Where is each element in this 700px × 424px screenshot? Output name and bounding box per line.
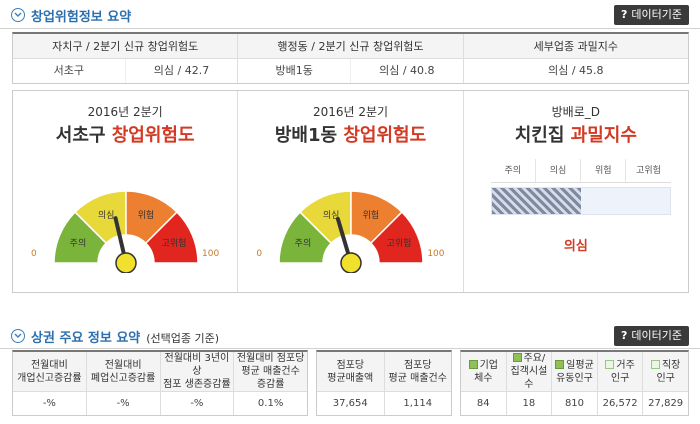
summary-header: 자치구 / 2분기 신규 창업위험도	[13, 34, 239, 58]
table-header: 전월대비 개업신고증감률	[13, 352, 86, 392]
section-title: 창업위험정보 요약	[31, 10, 132, 25]
gauge-level-label: 위험	[138, 210, 155, 221]
density-level-label: 의심	[536, 159, 582, 182]
section-market-summary-header: 상권 주요 정보 요약 (선택업종 기준) ? 데이터기준	[0, 323, 700, 351]
change-rate-table: 전월대비 개업신고증감률 -% 전월대비 폐업신고증감률 -% 전월대비 3년이상 점…	[12, 350, 308, 416]
gauge-segment	[144, 211, 199, 264]
summary-district-name: 서초구	[13, 59, 126, 83]
gauge-level-label: 의심	[98, 210, 115, 221]
table-cell: -%	[190, 398, 204, 409]
divider	[0, 348, 700, 349]
gauge-level-label: 고위험	[162, 238, 187, 249]
risk-summary-table: 자치구 / 2분기 신규 창업위험도 행정동 / 2분기 신규 창업위험도 세부…	[12, 32, 689, 84]
gauge-level-label: 의심	[323, 210, 340, 221]
summary-dong-value: 의심 / 40.8	[379, 64, 435, 77]
sales-table: 점포당 평균매출액 37,654 점포당 평균 매출건수 1,114	[316, 350, 452, 416]
summary-header: 행정동 / 2분기 신규 창업위험도	[238, 34, 464, 58]
section-title: 상권 주요 정보 요약 (선택업종 기준)	[31, 331, 220, 346]
summary-district-value: 의심 / 42.7	[153, 64, 210, 77]
gauge-min-label: 0	[31, 249, 37, 259]
density-bar-track	[490, 187, 671, 215]
gauge-title: 서초구 창업위험도	[55, 125, 195, 146]
table-cell: 27,829	[648, 398, 684, 409]
table-cell: -%	[42, 398, 56, 409]
summary-density-value: 의심 / 45.8	[548, 64, 604, 77]
gauge-period: 2016년 2분기	[312, 105, 389, 119]
question-icon: ?	[621, 329, 628, 342]
table-cell: 26,572	[602, 398, 638, 409]
gauge-level-label: 주의	[70, 238, 87, 249]
gauge-level-label: 위험	[363, 210, 380, 221]
collapse-chevron-icon[interactable]	[11, 329, 25, 343]
density-bar-fill	[491, 188, 581, 214]
table-header: 거주 인구	[597, 352, 643, 392]
table-header: 주요/집객시설수	[506, 352, 552, 392]
data-criteria-button[interactable]: ? 데이터기준	[614, 326, 689, 346]
gauge-max-label: 100	[202, 249, 220, 259]
area-facility-table: 기업 체수 84 주요/집객시설수 18 일평균 유동인구 810 거주 인구 26,…	[460, 350, 689, 416]
question-icon: ?	[621, 8, 628, 21]
density-result: 의심	[563, 239, 588, 254]
density-level-label: 고위험	[636, 166, 661, 176]
legend-square-icon	[468, 359, 478, 369]
table-cell: 84	[476, 398, 490, 409]
density-level-label: 주의	[491, 159, 536, 182]
gauge-segment	[370, 211, 425, 264]
table-header: 점포당 평균매출액	[317, 352, 384, 392]
table-cell: 18	[522, 398, 536, 409]
gauge-period: 2016년 2분기	[87, 105, 163, 119]
gauge-level-label: 주의	[295, 238, 312, 249]
legend-square-icon	[555, 359, 565, 369]
gauge-min-label: 0	[256, 249, 263, 259]
legend-square-icon	[650, 359, 660, 369]
section-risk-summary-header: 창업위험정보 요약 ? 데이터기준	[0, 2, 700, 30]
density-subtitle: 방배로_D	[551, 105, 600, 119]
table-header: 일평균 유동인구	[552, 352, 597, 392]
density-bar: 주의 의심 위험 고위험	[490, 159, 671, 215]
section-subtitle: (선택업종 기준)	[146, 332, 220, 345]
gauge-hub	[340, 252, 363, 273]
divider	[0, 28, 700, 29]
risk-gauge-panels: 2016년 2분기 서초구 창업위험도 주의 의심 위험 고위험 0 100 2016…	[12, 90, 689, 293]
table-header: 전월대비 폐업신고증감률	[86, 352, 160, 392]
table-header: 전월대비 점포당 평균 매출건수 증감률	[234, 352, 307, 392]
density-title: 치킨집 과밀지수	[514, 125, 637, 146]
table-cell: -%	[116, 398, 130, 409]
table-cell: 1,114	[403, 398, 433, 409]
summary-dong-name: 방배1동	[238, 59, 351, 83]
legend-square-icon	[512, 353, 522, 362]
table-header: 기업 체수	[461, 352, 506, 392]
gauge-hub	[115, 252, 137, 273]
collapse-chevron-icon[interactable]	[11, 8, 25, 22]
table-cell: 0.1%	[257, 398, 284, 409]
table-cell: 810	[564, 398, 585, 409]
data-criteria-button[interactable]: ? 데이터기준	[614, 5, 689, 25]
density-level-label: 위험	[581, 159, 627, 182]
table-cell: 37,654	[332, 398, 368, 409]
gauge-max-label: 100	[427, 249, 445, 259]
gauge-level-label: 고위험	[387, 238, 412, 249]
summary-header: 세부업종 과밀지수	[533, 40, 619, 53]
density-panel: 방배로_D 치킨집 과밀지수 주의 의심 위험 고위험 의심	[464, 91, 688, 292]
table-header: 전월대비 3년이상 점포 생존증감률	[160, 352, 234, 392]
table-header: 점포당 평균 매출건수	[384, 352, 451, 392]
gauge-title: 방배1동 창업위험도	[274, 125, 427, 146]
legend-square-icon	[605, 359, 615, 369]
table-header: 직장 인구	[643, 352, 688, 392]
